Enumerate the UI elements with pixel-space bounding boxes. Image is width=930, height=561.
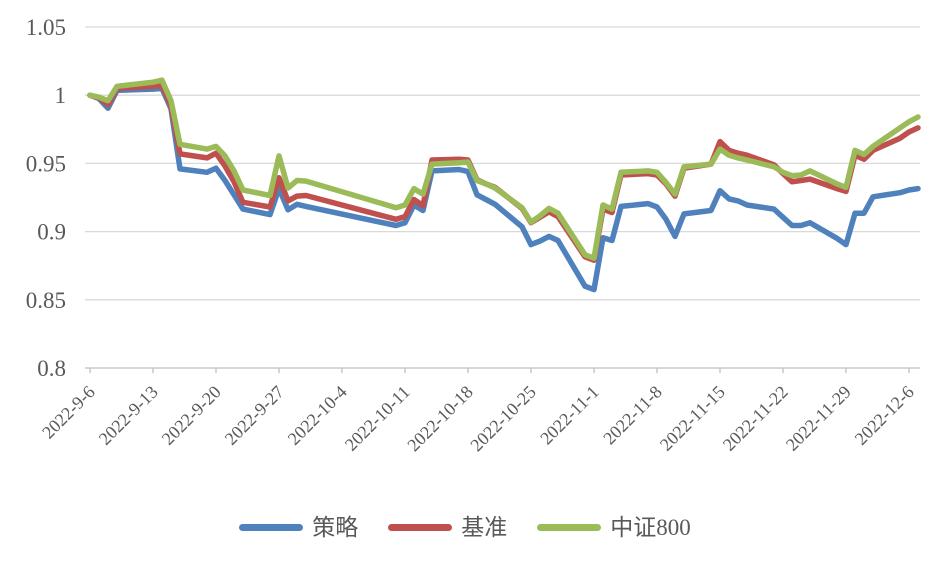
x-axis-tick-label: 2022-10-25 (466, 382, 540, 456)
legend-item-benchmark: 基准 (388, 516, 507, 539)
benchmark-line-swatch (388, 524, 453, 531)
legend-item-strategy: 策略 (239, 516, 358, 539)
x-axis-tick-label: 2022-10-18 (403, 382, 477, 456)
y-axis-tick-label: 0.9 (37, 220, 66, 245)
x-axis-tick-label: 2022-11-1 (536, 382, 603, 449)
y-axis-tick-label: 0.95 (26, 151, 66, 176)
y-axis-tick-label: 1.05 (26, 15, 66, 40)
legend-label-strategy: 策略 (312, 515, 359, 540)
y-axis-tick-label: 0.85 (26, 288, 66, 313)
strategy-line-swatch (239, 524, 304, 531)
x-axis-tick-label: 2022-11-8 (599, 382, 666, 449)
x-axis-tick-label: 2022-9-27 (221, 382, 288, 449)
x-axis-tick-label: 2022-11-15 (656, 382, 729, 455)
x-axis-tick-label: 2022-9-6 (38, 382, 99, 443)
legend-item-csi800: 中证800 (537, 516, 691, 539)
x-axis-tick-label: 2022-12-6 (851, 382, 918, 449)
y-axis-tick-label: 1 (55, 83, 67, 108)
legend-label-benchmark: 基准 (461, 515, 508, 540)
chart-plot-area: 0.80.850.90.9511.052022-9-62022-9-132022… (26, 15, 921, 456)
series-line-中证800 (87, 77, 921, 261)
csi800-line-swatch (537, 524, 602, 531)
series-line-策略 (87, 85, 921, 293)
x-axis-tick-label: 2022-9-20 (158, 382, 225, 449)
x-axis-tick-label: 2022-9-13 (95, 382, 162, 449)
x-axis-tick-label: 2022-10-11 (341, 382, 414, 455)
x-axis-tick-label: 2022-11-22 (719, 382, 792, 455)
x-axis-tick-label: 2022-10-4 (284, 382, 351, 449)
y-axis-tick-label: 0.8 (37, 356, 66, 381)
legend-label-csi800: 中证800 (610, 515, 691, 540)
x-axis-tick-label: 2022-11-29 (782, 382, 855, 455)
chart-legend: 策略 基准 中证800 (0, 516, 930, 539)
